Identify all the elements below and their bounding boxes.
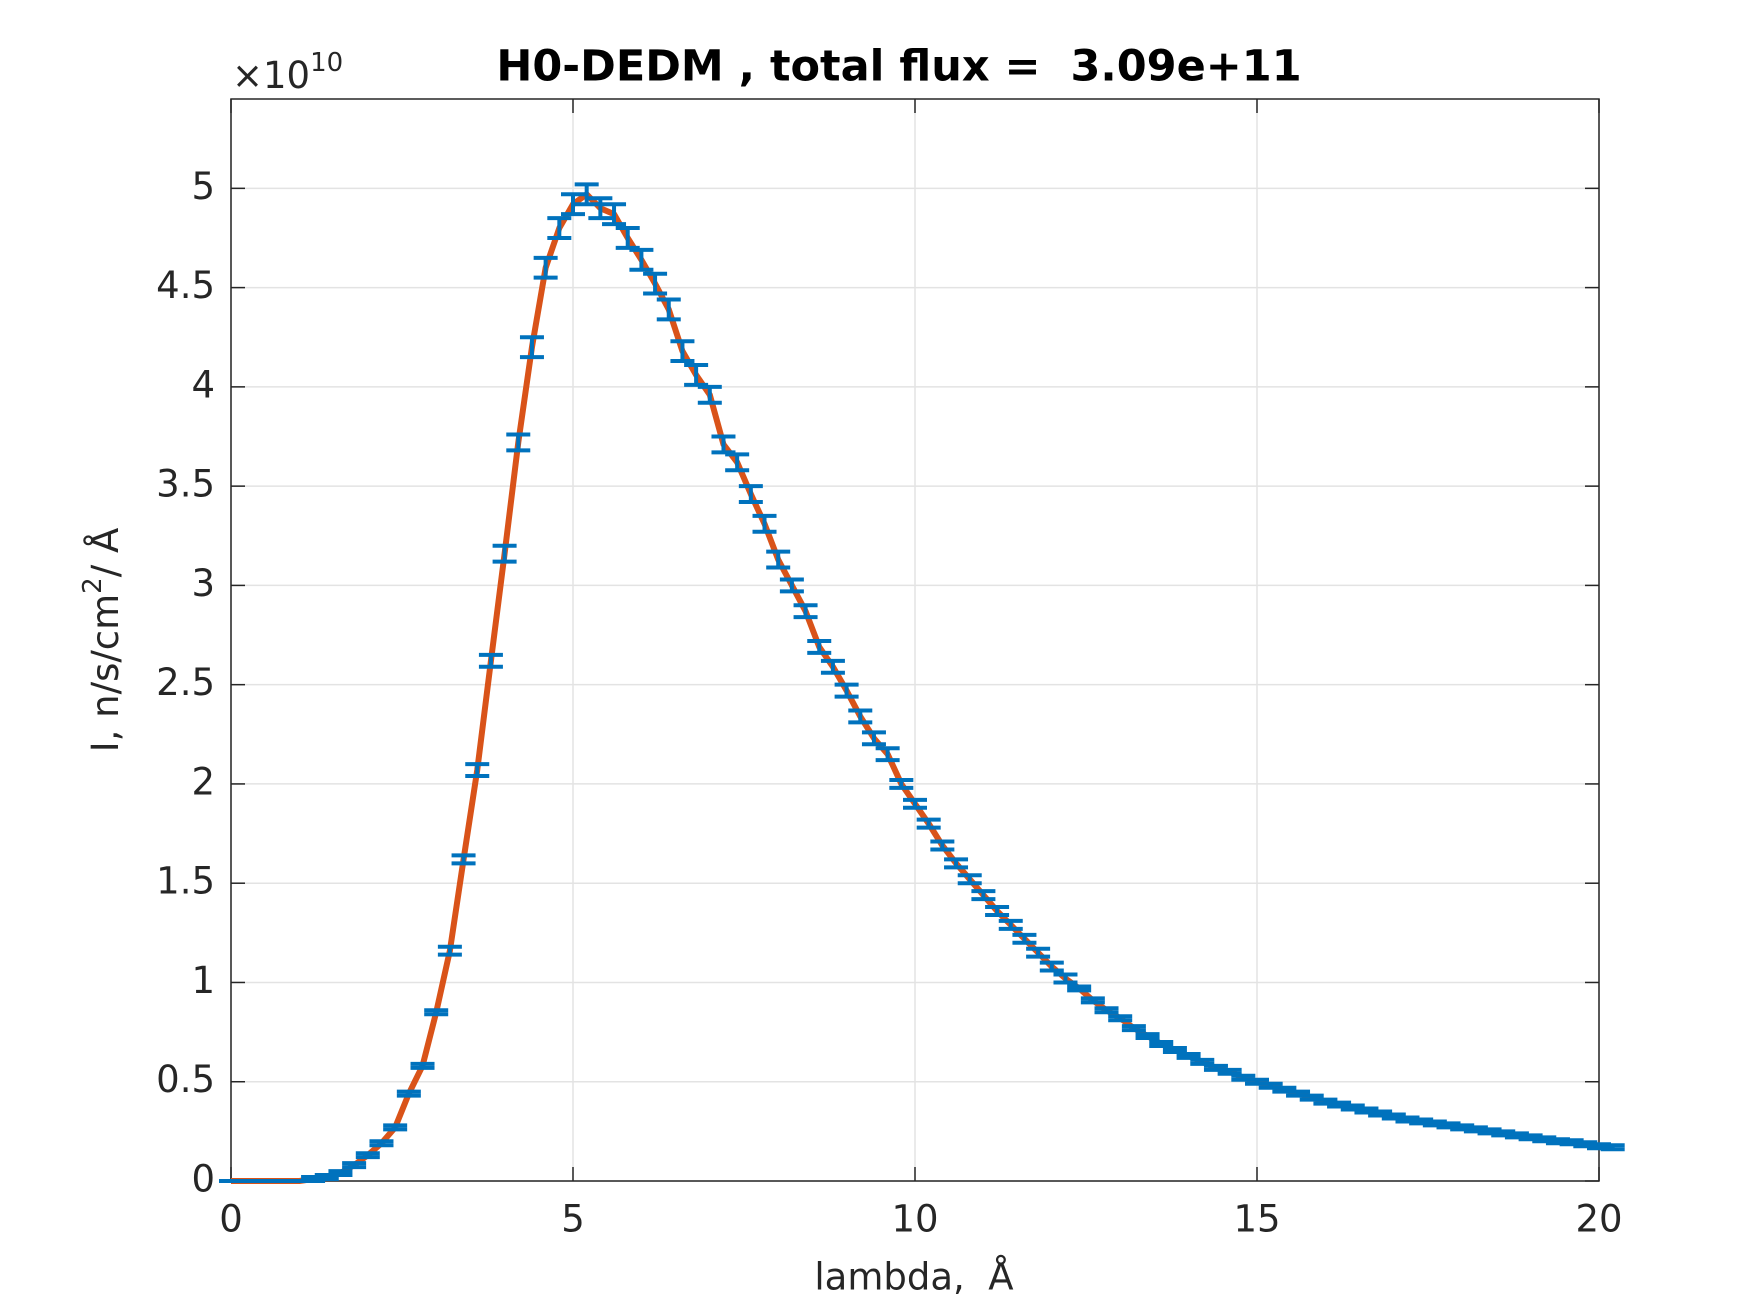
y-multiplier: ×1010 (232, 48, 343, 97)
error-bar (1012, 932, 1037, 945)
error-bar (848, 708, 873, 725)
error-bar (670, 339, 695, 364)
error-bar (1094, 1006, 1119, 1015)
error-bar (465, 762, 490, 778)
error-bar (820, 658, 845, 675)
y-axis-label-end: / Å (83, 528, 127, 578)
y-multiplier-exp: 10 (310, 48, 343, 78)
x-tick-label: 20 (1575, 1198, 1622, 1241)
x-tick-label: 0 (219, 1198, 243, 1241)
error-bar (985, 905, 1010, 917)
y-tick-label: 1.5 (156, 860, 215, 903)
chart-title: H0-DEDM , total flux = 3.09e+11 (496, 42, 1301, 92)
y-tick-label: 4.5 (156, 264, 215, 307)
y-tick-label: 0.5 (156, 1058, 215, 1101)
error-bar (738, 484, 763, 505)
y-axis-label: I, n/s/cm2/ Å (78, 528, 127, 753)
error-bar (369, 1139, 394, 1148)
error-bar (1176, 1051, 1201, 1060)
error-bar (725, 452, 750, 473)
y-multiplier-base: ×10 (232, 54, 310, 97)
error-bar (492, 543, 517, 564)
error-bar (1149, 1040, 1174, 1048)
y-tick-label: 4 (191, 363, 215, 406)
x-tick-label: 15 (1233, 1198, 1280, 1241)
y-tick-label: 1 (191, 959, 215, 1002)
error-bar (944, 857, 969, 870)
error-bar (752, 513, 777, 534)
error-bar (807, 638, 832, 655)
error-bar (533, 255, 558, 280)
y-tick-label: 5 (191, 165, 215, 208)
error-bar (875, 746, 900, 763)
error-bar (1121, 1024, 1146, 1033)
error-bar (779, 577, 804, 594)
error-bar (1053, 972, 1078, 985)
y-tick-label: 2.5 (156, 661, 215, 704)
error-bar (903, 797, 927, 810)
x-tick-label: 5 (561, 1198, 585, 1241)
error-bar (506, 432, 531, 453)
error-bar (383, 1123, 408, 1132)
error-bar (1190, 1057, 1215, 1066)
error-bar (424, 1008, 449, 1017)
error-bar (1135, 1032, 1160, 1041)
error-bar (519, 335, 544, 360)
error-bar (588, 196, 613, 221)
error-bar (971, 889, 996, 902)
error-bar (861, 730, 886, 747)
error-bar (1108, 1014, 1133, 1023)
error-bar (1039, 960, 1064, 973)
error-bar (437, 944, 462, 957)
error-bar (1080, 996, 1105, 1005)
error-bar (656, 297, 681, 322)
error-bar (643, 271, 668, 296)
error-bar (328, 1169, 353, 1178)
error-bar (930, 839, 955, 852)
error-bar (834, 682, 859, 699)
error-bar (574, 182, 599, 207)
error-bar (396, 1089, 421, 1098)
y-tick-label: 0 (191, 1158, 215, 1201)
error-bar (916, 817, 941, 830)
error-bar (1217, 1067, 1242, 1076)
error-bar (410, 1061, 435, 1070)
error-bar (1067, 984, 1092, 993)
error-bar (629, 247, 654, 272)
x-tick-label: 10 (891, 1198, 938, 1241)
error-bar (697, 384, 722, 405)
error-bar (793, 603, 818, 620)
error-bar (1600, 1143, 1625, 1152)
y-axis-label-sup: 2 (78, 577, 108, 594)
error-bar (1162, 1045, 1187, 1054)
error-bar (451, 853, 476, 866)
x-axis-label: lambda, Å (814, 1255, 1013, 1299)
error-bar (355, 1151, 380, 1160)
error-bar (342, 1161, 367, 1170)
error-bar (889, 777, 914, 790)
error-bar (766, 549, 791, 570)
error-bar (478, 652, 503, 669)
y-tick-label: 3 (191, 562, 215, 605)
error-bar (957, 873, 982, 886)
y-tick-label: 2 (191, 760, 215, 803)
y-tick-label: 3.5 (156, 463, 215, 506)
error-bar (547, 216, 572, 240)
y-axis-label-main: I, n/s/cm (84, 594, 127, 752)
error-bar (602, 202, 627, 227)
error-bar (1026, 946, 1051, 959)
error-bar (561, 192, 585, 217)
error-bar (998, 918, 1023, 931)
